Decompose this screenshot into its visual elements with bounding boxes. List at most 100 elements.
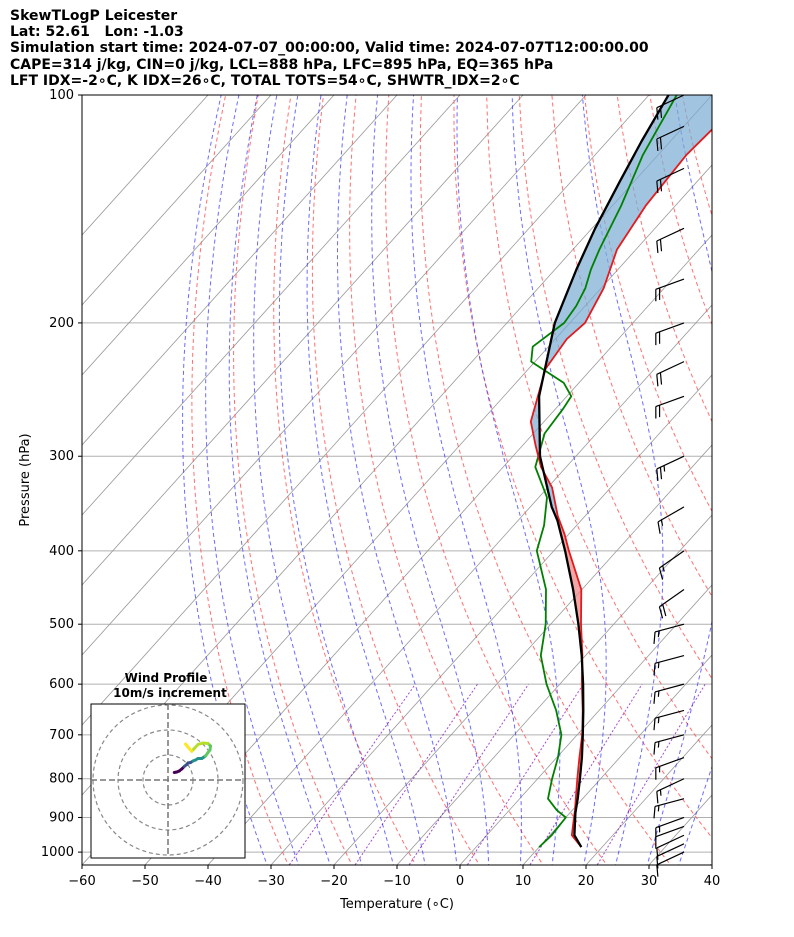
wind-barb	[655, 395, 685, 419]
y-tick-label: 800	[49, 772, 74, 787]
wind-barb-feather	[662, 565, 665, 572]
wind-barb-feather	[656, 468, 659, 481]
wind-barb	[655, 322, 685, 346]
hodograph-segment	[184, 742, 189, 747]
wind-barb-feather	[656, 847, 659, 860]
isotherm	[82, 95, 209, 236]
wind-barb	[656, 778, 685, 804]
y-tick-label: 700	[49, 728, 74, 743]
wind-barb-feather	[656, 107, 659, 120]
wind-barb-feather	[657, 690, 660, 697]
wind-barb-feather	[659, 467, 663, 480]
isotherm	[82, 95, 461, 516]
wind-barb	[657, 506, 685, 534]
wind-barb	[656, 94, 685, 120]
wind-barb-feather	[656, 180, 659, 194]
isotherm	[333, 444, 712, 865]
wind-barb-feather	[653, 691, 656, 704]
isotherm	[522, 654, 712, 865]
wind-barb	[658, 550, 685, 580]
mixing-ratio-line	[596, 683, 706, 865]
isotherm	[82, 95, 335, 376]
dry-adiabat	[748, 95, 794, 868]
x-tick-label: −30	[257, 874, 284, 889]
wind-barb-shaft	[659, 589, 685, 608]
wind-barb	[656, 167, 685, 194]
y-tick-label: 600	[49, 677, 74, 692]
wind-barb-feather	[656, 791, 659, 804]
wind-barb-shaft	[655, 816, 685, 829]
moist-adiabat	[678, 765, 712, 865]
wind-barb-feather	[659, 372, 663, 385]
isotherm	[459, 584, 712, 865]
y-tick-label: 900	[49, 810, 74, 825]
wind-barb-shaft	[655, 322, 685, 334]
temperature-line	[529, 128, 712, 848]
wind-barb	[655, 816, 685, 840]
figure-header: SkewTLogP Leicester Lat: 52.61 Lon: -1.0…	[10, 8, 649, 89]
wind-barb-feather	[657, 521, 661, 534]
moist-adiabat	[709, 859, 712, 865]
wind-barb	[653, 623, 685, 644]
dry-adiabat	[311, 95, 480, 865]
moist-adiabat	[278, 95, 394, 865]
wind-barb-shaft	[655, 756, 685, 769]
mixing-ratio-line	[288, 683, 416, 865]
wind-barb-shaft	[654, 654, 685, 664]
wind-barb-feather	[659, 239, 663, 252]
x-tick-label: −40	[194, 874, 221, 889]
dry-adiabat	[715, 95, 794, 868]
wind-barb-shaft	[654, 683, 685, 693]
isotherm	[396, 514, 712, 865]
wind-barb-shaft	[655, 395, 685, 408]
wind-barb-feather	[653, 631, 656, 644]
wind-barb-feather	[657, 662, 660, 669]
y-tick-label: 400	[49, 544, 74, 559]
moist-adiabat	[646, 95, 712, 865]
hodograph-inset: Wind Profile 10m/s increment	[90, 671, 246, 859]
wind-barb	[653, 683, 685, 704]
wind-barb-shaft	[656, 455, 685, 470]
mixing-ratio-line	[408, 683, 530, 865]
wind-barb-shaft	[655, 278, 685, 290]
isotherm	[585, 724, 712, 865]
wind-barb	[656, 227, 685, 253]
wind-barb-feather	[657, 630, 660, 637]
isotherm	[82, 95, 398, 446]
parcel-line	[537, 95, 670, 848]
isotherm	[758, 60, 794, 883]
wind-barb-shaft	[659, 550, 685, 569]
hodograph-subtitle: 10m/s increment	[113, 686, 227, 700]
dry-adiabat	[385, 95, 608, 865]
profile-layer	[529, 95, 712, 848]
dry-adiabat	[453, 95, 712, 839]
moist-adiabat	[306, 95, 426, 865]
wind-barb-feather	[653, 742, 656, 755]
wind-barb-shaft	[654, 798, 685, 808]
x-tick-label: 0	[456, 874, 464, 889]
wind-barb-shaft	[654, 709, 685, 719]
wind-barb	[653, 734, 685, 755]
wind-barb	[656, 361, 685, 387]
wind-barb	[656, 834, 685, 860]
wind-barb	[653, 654, 685, 676]
isotherm	[82, 95, 587, 656]
wind-barb	[653, 709, 685, 731]
wind-barb-feather	[658, 606, 664, 619]
moist-adiabat	[253, 95, 363, 865]
moist-adiabat	[456, 95, 561, 865]
wind-barb	[655, 756, 685, 780]
x-tick-label: 40	[704, 874, 721, 889]
dry-adiabat	[191, 95, 289, 865]
isotherm	[82, 95, 524, 586]
wind-barb-feather	[657, 741, 660, 748]
dry-adiabat	[616, 95, 712, 423]
wind-barb-feather	[656, 240, 659, 253]
x-tick-label: −60	[68, 874, 95, 889]
wind-barb	[656, 125, 685, 152]
wind-barb-feather	[653, 663, 656, 676]
wind-barb-feather	[658, 567, 664, 580]
y-tick-label: 300	[49, 449, 74, 464]
x-tick-label: 30	[641, 874, 658, 889]
wind-barb-shaft	[654, 623, 685, 633]
